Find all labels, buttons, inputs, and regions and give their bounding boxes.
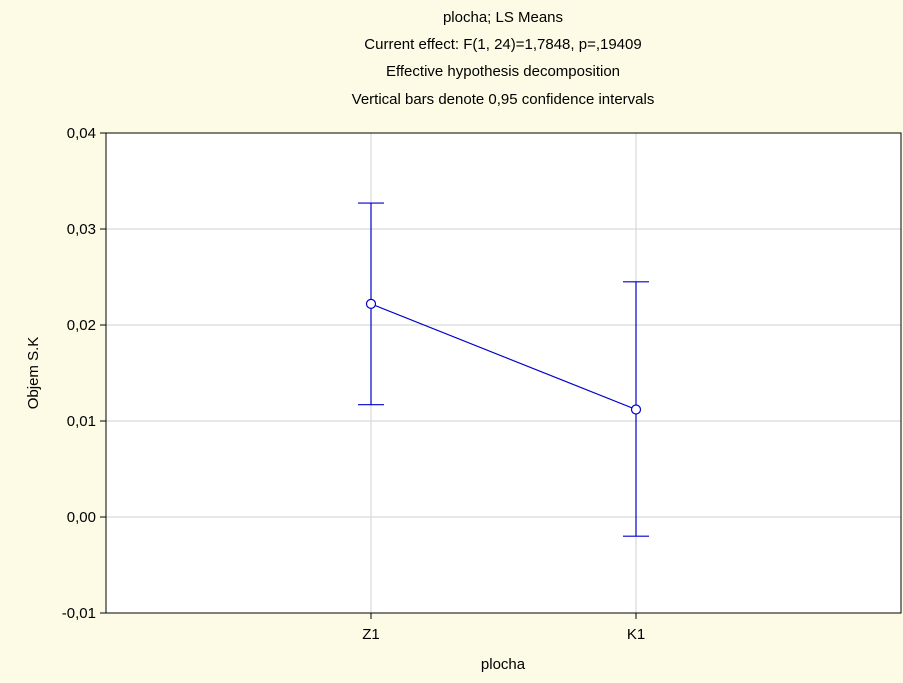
x-axis-label: plocha xyxy=(481,656,526,673)
chart-title: plocha; LS Means Current effect: F(1, 24… xyxy=(352,9,655,108)
y-tick-label: 0,01 xyxy=(67,413,96,430)
x-axis: Z1 K1 xyxy=(362,613,645,643)
x-tick-label: Z1 xyxy=(362,626,380,643)
plot-frame xyxy=(105,132,902,614)
title-line-3: Effective hypothesis decomposition xyxy=(386,63,620,80)
x-tick-label: K1 xyxy=(627,626,645,643)
y-tick-label: -0,01 xyxy=(62,605,96,622)
title-line-2: Current effect: F(1, 24)=1,7848, p=,1940… xyxy=(364,36,641,53)
mean-point-marker xyxy=(630,404,642,415)
y-axis: -0,01 0,00 0,01 0,02 0,03 0,04 xyxy=(62,125,106,622)
y-axis-label: Objem S.K xyxy=(25,337,42,410)
title-line-1: plocha; LS Means xyxy=(443,9,563,26)
title-line-4: Vertical bars denote 0,95 confidence int… xyxy=(352,91,655,108)
series-group xyxy=(358,202,649,537)
mean-point-marker xyxy=(365,298,377,309)
series-line xyxy=(370,303,637,411)
y-tick-label: 0,00 xyxy=(67,509,96,526)
plot-area xyxy=(106,133,901,613)
y-tick-label: 0,02 xyxy=(67,317,96,334)
y-tick-label: 0,04 xyxy=(67,125,96,142)
y-tick-label: 0,03 xyxy=(67,221,96,238)
